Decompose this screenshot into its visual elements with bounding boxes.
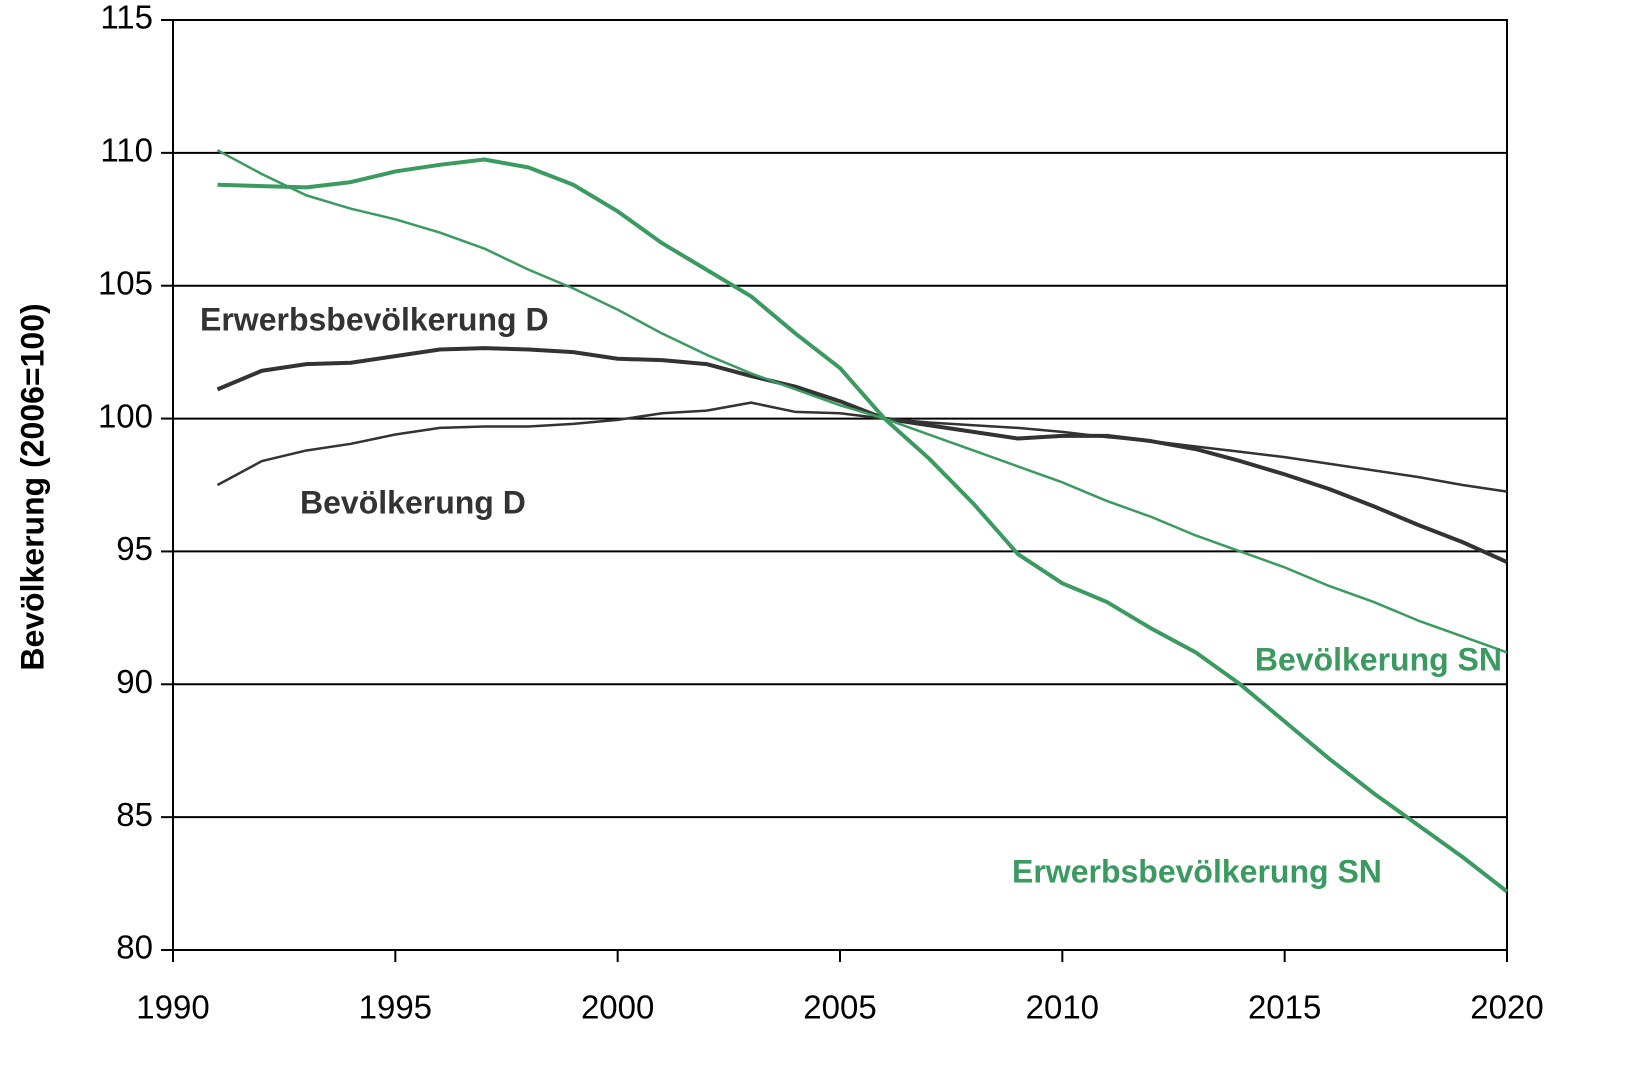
y-tick-label: 110: [100, 132, 153, 169]
x-tick-label: 2020: [1470, 989, 1543, 1026]
x-tick-label: 1995: [359, 989, 432, 1026]
x-tick-label: 2005: [803, 989, 876, 1026]
y-tick-label: 115: [100, 0, 153, 36]
y-tick-label: 105: [98, 264, 153, 301]
x-tick-label: 1990: [136, 989, 209, 1026]
x-tick-label: 2000: [581, 989, 654, 1026]
y-tick-label: 85: [116, 796, 153, 833]
series-line: [216, 401, 1508, 493]
y-tick-label: 95: [116, 530, 153, 567]
series-label: Erwerbsbevölkerung D: [200, 301, 549, 337]
plot-frame: [172, 19, 1508, 951]
series-line: [217, 157, 1509, 894]
y-tick-label: 100: [98, 397, 153, 434]
y-axis-label: Bevölkerung (2006=100): [14, 303, 50, 670]
series-label: Bevölkerung SN: [1255, 641, 1502, 677]
series-line: [216, 149, 1508, 654]
series-label: Erwerbsbevölkerung SN: [1012, 853, 1382, 889]
x-tick-label: 2015: [1248, 989, 1321, 1026]
y-tick-label: 90: [116, 663, 153, 700]
x-tick-label: 2010: [1026, 989, 1099, 1026]
y-tick-label: 80: [116, 929, 153, 966]
series-label: Bevölkerung D: [300, 484, 526, 520]
series-line: [216, 346, 1508, 564]
